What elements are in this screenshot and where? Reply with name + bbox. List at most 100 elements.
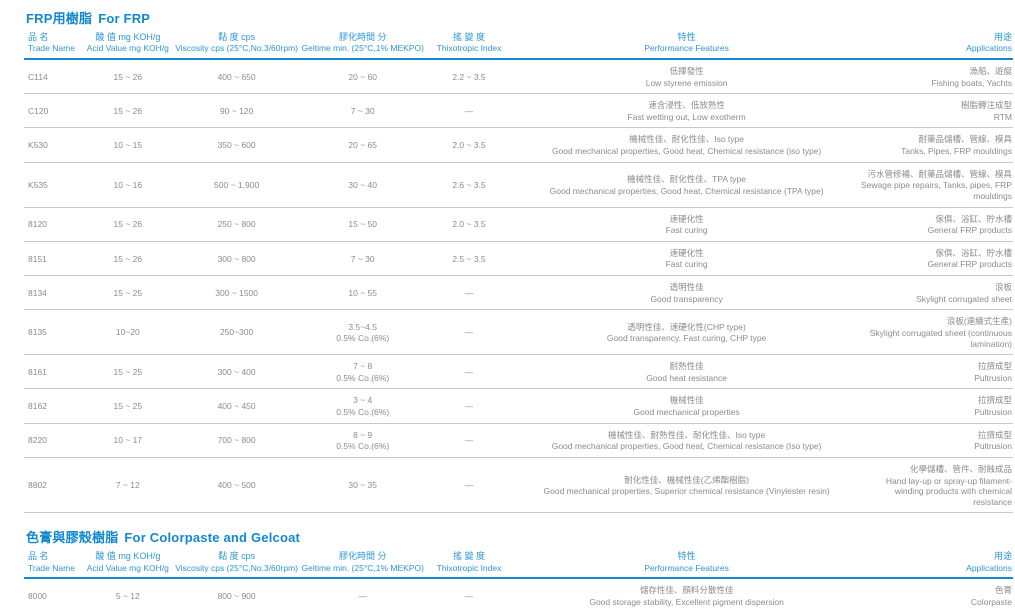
section-title-zh: 色膏與膠殼樹脂 [26, 530, 119, 546]
performance-features-cell-value: 機械性佳、耐化性佳、TPA type [627, 173, 747, 184]
col-header-zh: 膠化時間 分 [338, 551, 387, 562]
viscosity-cell-value: 400 ~ 450 [217, 401, 256, 412]
applications-cell-subtext: General FRP products [927, 259, 1012, 270]
acid-value-cell-value: 10 ~ 17 [113, 435, 143, 446]
acid-value-cell-value: 10 ~ 16 [113, 179, 143, 190]
performance-features-cell-value: 機械性佳、耐熱性佳、耐化性佳、Iso type [607, 429, 766, 440]
thixotropic-index-cell: — [424, 423, 514, 458]
geltime-cell: 8 ~ 9 0.5% Co.(6%) [300, 423, 425, 458]
viscosity-cell-value: 300 ~ 400 [217, 366, 256, 377]
trade-name-cell-value: 8162 [28, 401, 47, 412]
viscosity-cell: 400 ~ 500 [172, 457, 301, 514]
col-header-en: Viscosity cps (25°C,No.3/60rpm) [175, 43, 298, 54]
trade-name-cell: 8802 [24, 457, 84, 514]
acid-value-cell-value: 15 ~ 26 [113, 105, 143, 116]
viscosity-cell: 700 ~ 800 [172, 423, 301, 458]
applications-cell: 漁船、遊艇 Fishing boats, Yachts [859, 58, 1013, 95]
acid-value-cell: 10 ~ 15 [83, 127, 173, 163]
geltime-cell-value: 7 ~ 8 [353, 361, 373, 372]
table-row: 8802 7 ~ 12 400 ~ 500 30 ~ 35 — 耐化性佳、機械性佳(乙烯酯… [24, 457, 1013, 514]
performance-features-cell: 機械性佳、耐化性佳、TPA type Good mechanical proper… [513, 162, 860, 208]
trade-name-cell-value: K535 [28, 179, 48, 190]
col-header-en: Geltime min. (25°C,1% MEKPO) [301, 43, 424, 54]
viscosity-cell: 350 ~ 600 [172, 127, 301, 163]
col-header-applications: 用途 Applications [859, 32, 1013, 60]
section-title-colorpaste: 色膏與膠殼樹脂 For Colorpaste and Gelcoat [26, 527, 1013, 546]
col-header-performance-features: 特性 Performance Features [513, 551, 860, 580]
performance-features-cell-value: 機械性佳 [669, 395, 704, 406]
section-title-en: For FRP [98, 11, 151, 26]
applications-cell-value: 傢俱、浴缸、貯水槽 [935, 213, 1012, 224]
col-header-zh: 用途 [993, 32, 1012, 42]
performance-features-cell-value: 速硬化性 [669, 213, 704, 224]
viscosity-cell-value: 300 ~ 800 [217, 253, 256, 264]
col-header-zh: 品 名 [28, 551, 49, 562]
col-header-acid-value: 酸 值 mg KOH/g Acid Value mg KOH/g [83, 32, 173, 60]
section-title-frp: FRP用樹脂 For FRP [26, 8, 1013, 27]
trade-name-cell-value: 8120 [28, 219, 47, 230]
applications-cell-subtext: Sewage pipe repairs, Tanks, pipes, FRP m… [860, 180, 1012, 201]
applications-cell-subtext: Colorpaste [970, 596, 1012, 607]
col-header-applications: 用途 Applications [859, 551, 1013, 580]
applications-cell: 拉擠成型 Pultrusion [859, 354, 1013, 390]
col-header-en: Viscosity cps (25°C,No.3/60rpm) [175, 562, 298, 573]
table-row: 8162 15 ~ 25 400 ~ 450 3 ~ 4 0.5% Co.(6%) — 機械… [24, 388, 1013, 424]
performance-features-cell-value: 速含浸性、低放熱性 [648, 100, 725, 111]
col-header-zh: 膠化時間 分 [338, 32, 387, 42]
performance-features-cell-subtext: Good mechanical properties, Good heat, C… [551, 441, 822, 452]
col-header-en: Acid Value mg KOH/g [86, 43, 169, 54]
trade-name-cell: 8134 [24, 275, 84, 311]
viscosity-cell-value: 350 ~ 600 [217, 140, 256, 151]
applications-cell-value: 拉擠成型 [977, 395, 1012, 406]
thixotropic-index-cell-value: — [464, 287, 474, 298]
col-header-en: Performance Features [644, 43, 729, 54]
applications-cell: 傢俱、浴缸、貯水槽 General FRP products [859, 207, 1013, 242]
section-colorpaste-gelcoat: 色膏與膠殼樹脂 For Colorpaste and Gelcoat 品 名 Tra… [24, 527, 1013, 609]
acid-value-cell-value: 15 ~ 26 [113, 71, 143, 82]
col-header-zh: 用途 [993, 551, 1012, 562]
performance-features-cell: 低揮發性 Low styrene emission [513, 58, 860, 95]
geltime-cell-value: 8 ~ 9 [353, 429, 373, 440]
header-row: 品 名 Trade Name 酸 值 mg KOH/g Acid Value mg … [24, 32, 1013, 60]
trade-name-cell-value: K530 [28, 140, 48, 151]
viscosity-cell: 250~300 [172, 309, 301, 356]
applications-cell: 化學儲槽、管件、耐蝕成品 Hand lay-up or spray-up fila… [859, 457, 1013, 514]
applications-cell-subtext: Skylight corrugated sheet [916, 293, 1012, 304]
thixotropic-index-cell: 2.0 ~ 3.5 [424, 127, 514, 163]
performance-features-cell-subtext: Good mechanical properties, Good heat, C… [551, 146, 822, 156]
performance-features-cell: 耐熱性佳 Good heat resistance [513, 354, 860, 390]
thixotropic-index-cell: 2.2 ~ 3.5 [424, 58, 514, 95]
trade-name-cell-value: 8161 [28, 366, 47, 377]
applications-cell: 傢俱、浴缸、貯水槽 General FRP products [859, 241, 1013, 277]
table-row: C120 15 ~ 26 90 ~ 120 7 ~ 30 — 速含浸性、低放熱性 Fast … [24, 93, 1013, 129]
col-header-en: Applications [966, 43, 1012, 54]
performance-features-cell-value: 透明性佳 [669, 282, 704, 292]
geltime-cell-value: 15 ~ 50 [348, 219, 377, 230]
trade-name-cell: C120 [24, 93, 84, 129]
colorpaste-gelcoat-table: 品 名 Trade Name 酸 值 mg KOH/g Acid Value mg … [24, 551, 1013, 609]
applications-cell-value: 拉擠成型 [977, 361, 1012, 372]
performance-features-cell: 機械性佳 Good mechanical properties [513, 388, 860, 424]
acid-value-cell: 15 ~ 26 [83, 241, 173, 277]
col-header-en: Trade Name [28, 562, 75, 573]
thixotropic-index-cell-value: — [464, 327, 474, 338]
col-header-en: Thixotropic Index [436, 562, 502, 573]
trade-name-cell: 8120 [24, 207, 84, 242]
trade-name-cell-value: 8134 [28, 287, 47, 298]
acid-value-cell-value: 15 ~ 25 [113, 366, 143, 377]
thixotropic-index-cell-value: 2.5 ~ 3.5 [452, 253, 486, 264]
table-row: 8220 10 ~ 17 700 ~ 800 8 ~ 9 0.5% Co.(6%) — 機械… [24, 423, 1013, 458]
geltime-cell-subtext: 0.5% Co.(6%) [336, 372, 390, 383]
performance-features-cell: 速硬化性 Fast curing [513, 241, 860, 277]
viscosity-cell-value: 800 ~ 900 [217, 591, 256, 602]
acid-value-cell: 10 ~ 17 [83, 423, 173, 458]
viscosity-cell-value: 500 ~ 1,900 [214, 179, 260, 190]
section-title-zh: FRP用樹脂 [26, 11, 93, 26]
applications-cell-subtext: Tanks, Pipes, FRP mouldings [901, 146, 1012, 156]
thixotropic-index-cell-value: — [464, 591, 474, 602]
acid-value-cell: 7 ~ 12 [83, 457, 173, 514]
col-header-trade-name: 品 名 Trade Name [24, 551, 84, 580]
viscosity-cell: 400 ~ 650 [172, 58, 301, 95]
geltime-cell-value: 20 ~ 60 [348, 71, 377, 82]
performance-features-cell-subtext: Good mechanical properties, Good heat, C… [549, 185, 824, 196]
